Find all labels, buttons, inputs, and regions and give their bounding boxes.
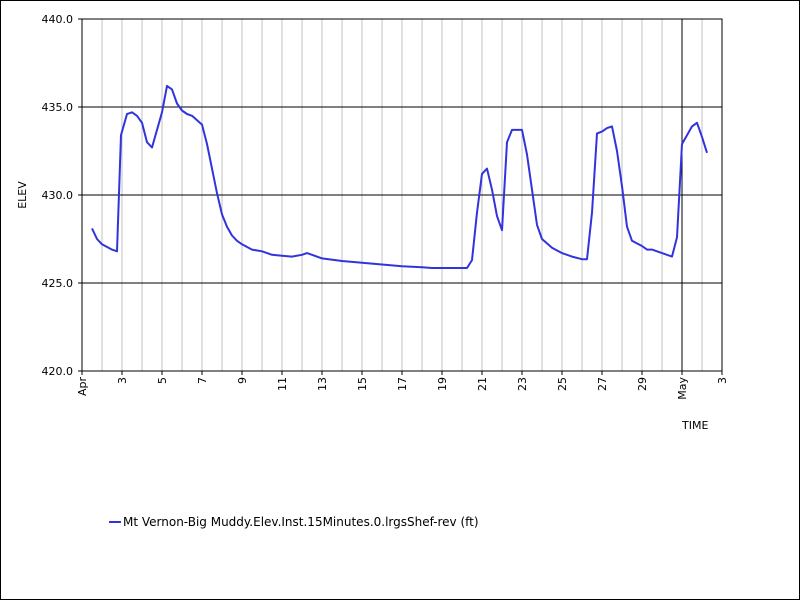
y-tick-label: 440.0 [42, 13, 74, 26]
x-tick-label: 9 [236, 377, 249, 384]
x-axis-ticks: Apr 3 5 7 9 11 13 15 17 19 21 23 25 27 29 May 3 [76, 371, 729, 400]
y-tick-label: 420.0 [42, 365, 74, 378]
series-line [91, 84, 708, 269]
x-tick-label: Apr [76, 377, 89, 397]
x-tick-label: May [676, 377, 689, 400]
legend-label: Mt Vernon-Big Muddy.Elev.Inst.15Minutes.… [123, 515, 479, 529]
x-tick-label: 7 [196, 377, 209, 384]
x-tick-label: 23 [516, 377, 529, 391]
y-tick-label: 435.0 [42, 101, 74, 114]
x-tick-label: 3 [116, 377, 129, 384]
x-tick-label: 15 [356, 377, 369, 391]
x-tick-label: 25 [556, 377, 569, 391]
x-tick-label: 5 [156, 377, 169, 384]
x-tick-label: 27 [596, 377, 609, 391]
y-axis-label: ELEV [16, 181, 29, 209]
x-tick-label: 17 [396, 377, 409, 391]
x-tick-label: 3 [716, 377, 729, 384]
horizontal-grid [82, 106, 722, 284]
x-tick-label: 19 [436, 377, 449, 391]
y-axis-ticks: 420.0 425.0 430.0 435.0 440.0 [42, 13, 82, 378]
x-tick-label: 11 [276, 377, 289, 391]
legend-swatch [109, 521, 121, 523]
legend: Mt Vernon-Big Muddy.Elev.Inst.15Minutes.… [109, 515, 479, 529]
x-tick-label: 21 [476, 377, 489, 391]
y-tick-label: 430.0 [42, 189, 74, 202]
x-axis-label: TIME [681, 419, 708, 432]
x-tick-label: 13 [316, 377, 329, 391]
y-tick-label: 425.0 [42, 277, 74, 290]
x-tick-label: 29 [636, 377, 649, 391]
